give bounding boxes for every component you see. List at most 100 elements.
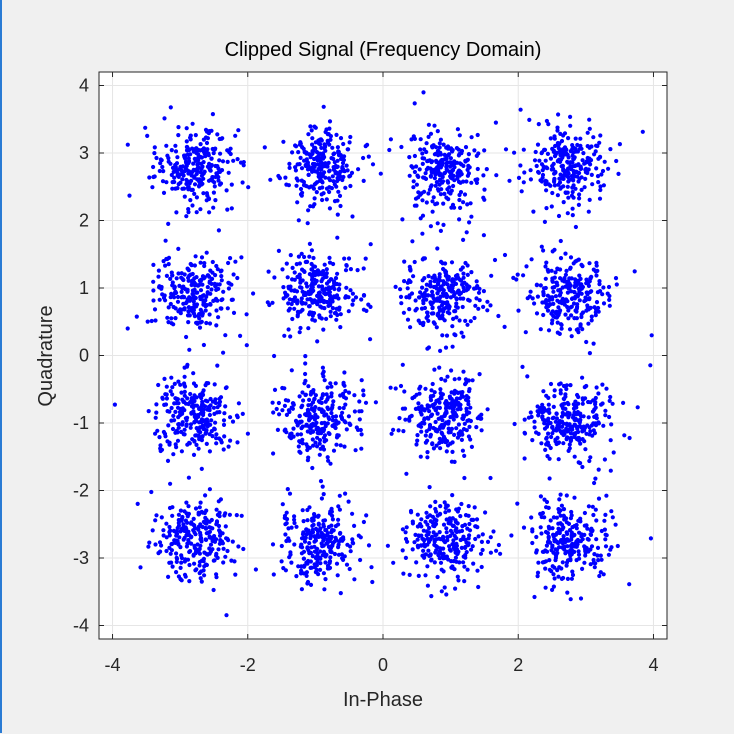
data-point: [600, 382, 605, 387]
data-point: [577, 420, 582, 425]
data-point: [309, 152, 314, 157]
data-point: [416, 190, 421, 195]
data-point: [425, 159, 430, 164]
data-point: [312, 264, 318, 269]
data-point: [563, 312, 568, 317]
data-point: [361, 178, 366, 183]
data-point: [327, 539, 332, 544]
data-point: [568, 383, 573, 388]
data-point: [438, 504, 443, 509]
data-point: [429, 183, 434, 188]
data-point: [458, 169, 463, 174]
data-point: [347, 140, 352, 145]
data-point: [310, 161, 316, 167]
data-point: [411, 185, 416, 190]
data-point: [272, 353, 277, 359]
data-point: [190, 271, 195, 277]
data-point: [422, 305, 428, 311]
data-point: [435, 405, 440, 410]
data-point: [552, 565, 557, 570]
data-point: [432, 542, 437, 548]
data-point: [204, 129, 210, 134]
data-point: [447, 544, 452, 549]
data-point: [432, 279, 437, 284]
data-point: [171, 293, 176, 298]
data-point: [185, 289, 190, 294]
data-point: [594, 385, 599, 390]
data-point: [433, 533, 438, 538]
data-point: [297, 275, 302, 280]
data-point: [466, 297, 471, 302]
data-point: [532, 419, 537, 424]
data-point: [422, 156, 427, 161]
data-point: [310, 530, 316, 535]
data-point: [593, 476, 598, 481]
data-point: [560, 174, 565, 179]
data-point: [182, 169, 187, 174]
data-point: [556, 440, 562, 445]
data-point: [295, 200, 300, 205]
data-point: [424, 429, 429, 434]
data-point: [235, 157, 240, 162]
data-point: [312, 156, 317, 162]
data-point: [405, 317, 411, 322]
data-point: [297, 330, 302, 335]
data-point: [536, 560, 541, 565]
data-point: [530, 540, 535, 546]
data-point: [170, 180, 175, 185]
data-point: [601, 423, 606, 428]
data-point: [437, 549, 442, 554]
data-point: [531, 209, 536, 214]
data-point: [438, 560, 444, 565]
data-point: [338, 591, 343, 596]
data-point: [462, 475, 467, 481]
data-point: [594, 273, 599, 278]
data-point: [134, 314, 139, 319]
data-point: [151, 298, 156, 303]
data-point: [580, 397, 586, 402]
data-point: [553, 315, 558, 320]
data-point: [336, 504, 341, 509]
data-point: [483, 510, 488, 515]
data-point: [469, 180, 474, 185]
data-point: [586, 209, 591, 214]
data-point: [184, 139, 189, 144]
data-point: [465, 418, 470, 423]
data-point: [459, 330, 464, 335]
data-point: [181, 522, 186, 527]
data-point: [346, 295, 351, 300]
data-point: [348, 544, 353, 549]
data-point: [446, 508, 452, 513]
data-point: [169, 375, 174, 380]
data-point: [596, 180, 601, 185]
data-point: [323, 175, 328, 180]
data-point: [450, 324, 455, 329]
data-point: [410, 396, 415, 401]
data-point: [312, 511, 317, 517]
data-point: [342, 370, 347, 375]
data-point: [184, 500, 189, 505]
data-point: [307, 241, 312, 246]
data-point: [451, 183, 456, 189]
data-point: [335, 145, 340, 150]
data-point: [580, 566, 585, 572]
data-point: [411, 134, 416, 139]
data-point: [228, 256, 233, 261]
data-point: [337, 171, 342, 176]
data-point: [311, 168, 317, 173]
data-point: [419, 191, 424, 196]
data-point: [280, 408, 285, 413]
data-point: [147, 540, 152, 545]
data-point: [285, 275, 290, 280]
data-point: [320, 392, 326, 397]
data-point: [545, 422, 550, 427]
data-point: [578, 596, 584, 601]
data-point: [334, 442, 339, 447]
data-point: [174, 556, 180, 562]
data-point: [315, 302, 320, 307]
data-point: [152, 145, 157, 150]
data-point: [350, 214, 355, 219]
data-point: [327, 185, 332, 190]
data-point: [538, 283, 543, 288]
data-point: [177, 535, 182, 540]
